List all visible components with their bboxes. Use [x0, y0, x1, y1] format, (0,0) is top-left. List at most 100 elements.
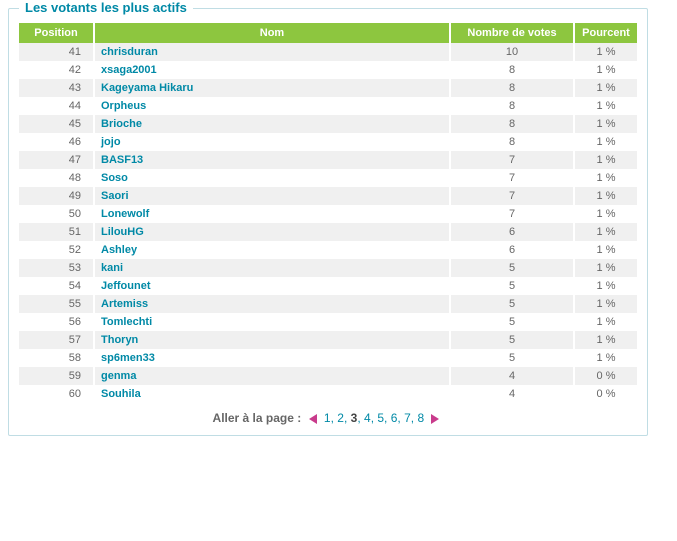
pager-page-link[interactable]: 1 [324, 411, 331, 425]
user-link[interactable]: Tomlechti [101, 316, 152, 328]
cell-position: 43 [19, 79, 93, 97]
header-name: Nom [95, 23, 449, 43]
user-link[interactable]: genma [101, 370, 136, 382]
cell-position: 52 [19, 241, 93, 259]
header-percent: Pourcent [575, 23, 637, 43]
cell-percent: 1 % [575, 133, 637, 151]
pager-next-icon[interactable] [431, 414, 439, 424]
table-row: 56Tomlechti51 % [19, 313, 637, 331]
table-row: 49Saori71 % [19, 187, 637, 205]
cell-percent: 1 % [575, 115, 637, 133]
cell-percent: 1 % [575, 43, 637, 61]
pager-page-link[interactable]: 4 [364, 411, 371, 425]
user-link[interactable]: jojo [101, 136, 121, 148]
cell-name: Ashley [95, 241, 449, 259]
cell-percent: 1 % [575, 97, 637, 115]
cell-votes: 5 [451, 277, 573, 295]
cell-votes: 6 [451, 223, 573, 241]
cell-votes: 6 [451, 241, 573, 259]
cell-name: Brioche [95, 115, 449, 133]
table-row: 58sp6men3351 % [19, 349, 637, 367]
user-link[interactable]: Thoryn [101, 334, 138, 346]
user-link[interactable]: Saori [101, 190, 129, 202]
user-link[interactable]: BASF13 [101, 154, 143, 166]
pager: Aller à la page : 1, 2, 3, 4, 5, 6, 7, 8 [17, 403, 639, 425]
pager-page-link[interactable]: 7 [404, 411, 411, 425]
table-row: 59genma40 % [19, 367, 637, 385]
cell-position: 58 [19, 349, 93, 367]
user-link[interactable]: Lonewolf [101, 208, 149, 220]
header-votes: Nombre de votes [451, 23, 573, 43]
cell-percent: 1 % [575, 259, 637, 277]
cell-position: 44 [19, 97, 93, 115]
cell-name: chrisduran [95, 43, 449, 61]
cell-percent: 1 % [575, 151, 637, 169]
cell-name: kani [95, 259, 449, 277]
user-link[interactable]: xsaga2001 [101, 64, 157, 76]
voters-table: Position Nom Nombre de votes Pourcent 41… [17, 23, 639, 403]
cell-percent: 1 % [575, 205, 637, 223]
table-row: 57Thoryn51 % [19, 331, 637, 349]
user-link[interactable]: chrisduran [101, 46, 158, 58]
pager-page-link[interactable]: 8 [417, 411, 424, 425]
table-row: 42xsaga200181 % [19, 61, 637, 79]
pager-prev-icon[interactable] [309, 414, 317, 424]
cell-name: LilouHG [95, 223, 449, 241]
cell-votes: 7 [451, 169, 573, 187]
cell-votes: 5 [451, 295, 573, 313]
table-row: 60Souhila40 % [19, 385, 637, 403]
table-row: 47BASF1371 % [19, 151, 637, 169]
user-link[interactable]: Kageyama Hikaru [101, 82, 193, 94]
cell-name: sp6men33 [95, 349, 449, 367]
cell-votes: 10 [451, 43, 573, 61]
user-link[interactable]: sp6men33 [101, 352, 155, 364]
user-link[interactable]: LilouHG [101, 226, 144, 238]
table-row: 55 Artemiss 51 % [19, 295, 637, 313]
cell-position: 45 [19, 115, 93, 133]
cell-percent: 1 % [575, 331, 637, 349]
cell-votes: 4 [451, 385, 573, 403]
user-link[interactable]: Brioche [101, 118, 142, 130]
table-row: 54 Jeffounet 51 % [19, 277, 637, 295]
cell-votes: 7 [451, 187, 573, 205]
cell-position: 50 [19, 205, 93, 223]
cell-percent: 1 % [575, 61, 637, 79]
cell-votes: 8 [451, 61, 573, 79]
user-link[interactable]: Artemiss [101, 298, 148, 310]
user-link[interactable]: Soso [101, 172, 128, 184]
cell-name: xsaga2001 [95, 61, 449, 79]
header-position: Position [19, 23, 93, 43]
table-row: 53kani51 % [19, 259, 637, 277]
table-row: 46jojo81 % [19, 133, 637, 151]
cell-votes: 5 [451, 313, 573, 331]
cell-position: 59 [19, 367, 93, 385]
cell-votes: 7 [451, 151, 573, 169]
user-link[interactable]: Souhila [101, 388, 141, 400]
cell-percent: 1 % [575, 187, 637, 205]
user-link[interactable]: Orpheus [101, 100, 146, 112]
cell-votes: 8 [451, 133, 573, 151]
cell-percent: 1 % [575, 241, 637, 259]
user-link[interactable]: Ashley [101, 244, 137, 256]
cell-position: 48 [19, 169, 93, 187]
cell-name: Jeffounet [95, 277, 449, 295]
cell-votes: 8 [451, 115, 573, 133]
cell-position: 51 [19, 223, 93, 241]
pager-page-link[interactable]: 2 [337, 411, 344, 425]
user-link[interactable]: Jeffounet [101, 280, 151, 292]
user-link[interactable]: kani [101, 262, 123, 274]
cell-position: 55 [19, 295, 93, 313]
cell-percent: 1 % [575, 349, 637, 367]
cell-percent: 1 % [575, 277, 637, 295]
cell-position: 60 [19, 385, 93, 403]
table-header-row: Position Nom Nombre de votes Pourcent [19, 23, 637, 43]
cell-votes: 5 [451, 331, 573, 349]
cell-votes: 8 [451, 79, 573, 97]
cell-name: Lonewolf [95, 205, 449, 223]
cell-percent: 1 % [575, 223, 637, 241]
cell-name: Thoryn [95, 331, 449, 349]
cell-percent: 1 % [575, 295, 637, 313]
cell-percent: 1 % [575, 169, 637, 187]
cell-position: 54 [19, 277, 93, 295]
cell-percent: 1 % [575, 79, 637, 97]
